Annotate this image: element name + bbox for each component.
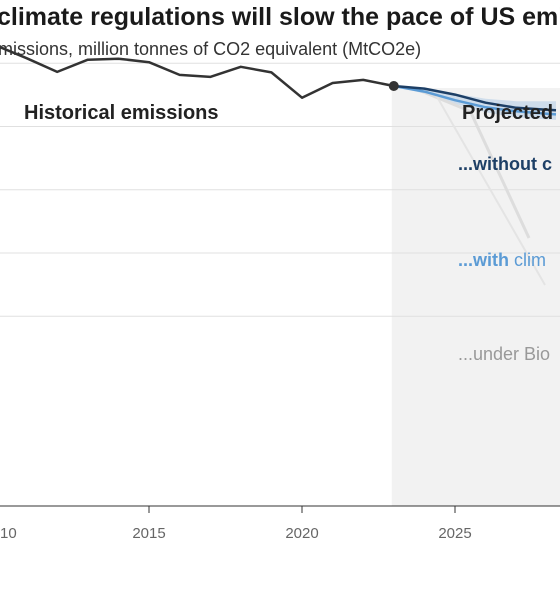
series-line-historical	[0, 45, 395, 99]
annotation-with: ...with clim	[458, 250, 546, 270]
x-axis-ticks: 10 2015 2020 2025	[0, 506, 472, 542]
annotation-projected: Projected	[462, 102, 553, 124]
highlight-point	[388, 81, 399, 92]
x-tick-label-0: 10	[0, 525, 17, 542]
chart-subtitle: missions, million tonnes of CO2 equivale…	[0, 39, 421, 59]
x-tick-label-3: 2025	[438, 525, 471, 542]
x-tick-label-2: 2020	[285, 525, 318, 542]
annotation-with-bold: ...with	[458, 250, 509, 270]
projection-background	[391, 88, 560, 506]
gridlines	[0, 62, 560, 317]
connector-line-lower	[435, 95, 546, 286]
series-line-with	[393, 84, 557, 116]
annotation-under: ...under Bio	[458, 344, 550, 364]
series-line-without	[393, 84, 557, 112]
chart-title: climate regulations will slow the pace o…	[0, 3, 560, 31]
annotation-without: ...without c	[458, 154, 552, 174]
x-tick-label-1: 2015	[132, 525, 165, 542]
annotation-historical: Historical emissions	[24, 102, 219, 124]
annotation-with-rest: clim	[509, 250, 546, 270]
